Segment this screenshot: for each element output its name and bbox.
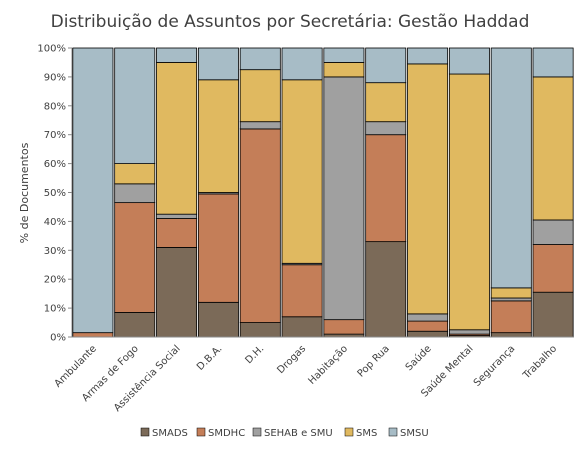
y-tick-label: 80%	[44, 101, 66, 112]
bar-segment	[72, 47, 114, 334]
y-tick-label: 30%	[44, 246, 66, 257]
y-tick-label: 0%	[50, 333, 66, 344]
bar-segment	[156, 213, 198, 219]
x-tick-label: Pop Rua	[356, 343, 392, 379]
legend-label: SMS	[356, 428, 377, 439]
x-tick-label: Drogas	[275, 343, 308, 376]
bar-segment	[407, 47, 449, 65]
y-axis-label: % de Documentos	[18, 142, 31, 243]
legend-label: SMDHC	[208, 428, 245, 439]
bar-segment	[448, 329, 490, 335]
bar-segment	[323, 47, 365, 63]
bar-segment	[281, 79, 323, 264]
y-tick-label: 20%	[44, 275, 66, 286]
bar-segment	[156, 47, 198, 63]
bar-segment	[490, 287, 532, 299]
x-tick-label: Trabalho	[521, 343, 560, 382]
bar-segment	[407, 330, 449, 338]
legend-swatch	[388, 427, 398, 437]
legend-label: SEHAB e SMU	[264, 428, 333, 439]
bar-segment	[156, 247, 198, 338]
bar-segment	[114, 312, 156, 338]
bar-segment	[239, 322, 281, 338]
y-tick-label: 90%	[44, 72, 66, 83]
chart-title: Distribuição de Assuntos por Secretária:…	[51, 12, 530, 32]
bar-segment	[532, 47, 574, 78]
bar-segment	[114, 163, 156, 185]
bar-segment	[323, 62, 365, 78]
bar-segment	[365, 241, 407, 338]
y-tick-label: 70%	[44, 130, 66, 141]
legend-swatch	[140, 427, 150, 437]
bar-segment	[448, 73, 490, 331]
bar-segment	[197, 79, 239, 193]
bar-segment	[114, 202, 156, 313]
bar-segment	[239, 69, 281, 123]
x-tick-label: D.H.	[243, 343, 266, 366]
x-tick-label: Habitação	[306, 343, 350, 387]
bar-segment	[197, 47, 239, 81]
legend-swatch	[196, 427, 206, 437]
bar-segment	[114, 47, 156, 164]
bar-segment	[239, 121, 281, 130]
bar-segment	[72, 332, 114, 338]
bar-segment	[448, 47, 490, 75]
bar-segment	[365, 47, 407, 84]
bar-segment	[407, 63, 449, 315]
bar-segment	[323, 319, 365, 335]
bar-segment	[490, 300, 532, 334]
bar-segment	[532, 291, 574, 338]
bar-segment	[532, 219, 574, 245]
x-tick-label: Ambulante	[53, 343, 99, 389]
bar-segment	[365, 134, 407, 243]
bar-segment	[281, 47, 323, 81]
bar-segment	[239, 47, 281, 71]
bar-segment	[114, 183, 156, 204]
legend-swatch	[344, 427, 354, 437]
bar-segment	[407, 320, 449, 332]
legend: SMADS SMDHC SEHAB e SMU SMS SMSU	[140, 427, 429, 439]
y-tick-label: 60%	[44, 159, 66, 170]
bar-segment	[239, 128, 281, 323]
bar-segment	[365, 121, 407, 136]
bar-segment	[407, 313, 449, 322]
legend-swatch	[252, 427, 262, 437]
bar-segment	[197, 193, 239, 303]
bar-segment	[365, 82, 407, 123]
legend-label: SMADS	[152, 428, 188, 439]
y-tick-label: 100%	[37, 44, 66, 55]
bar-segment	[532, 76, 574, 221]
y-tick-label: 50%	[44, 188, 66, 199]
bar-segment	[490, 332, 532, 338]
bar-segment	[156, 62, 198, 215]
bar-segment	[490, 297, 532, 302]
bar-segment	[323, 76, 365, 321]
bar-segment	[532, 244, 574, 293]
legend-label: SMSU	[400, 428, 429, 439]
y-tick-label: 10%	[44, 304, 66, 315]
bar-segment	[281, 264, 323, 318]
bar-segment	[490, 47, 532, 289]
x-tick-label: D.B.A.	[195, 343, 225, 373]
x-tick-label: Saúde	[403, 343, 434, 374]
bar-segment	[156, 218, 198, 248]
x-tick-label: Segurança	[472, 343, 518, 389]
bar-segment	[197, 301, 239, 338]
bar-segment	[281, 316, 323, 338]
y-tick-label: 40%	[44, 217, 66, 228]
plot-area: 0% 10% 20% 30% 40% 50% 60% 70% 80% 90% 100% Ambulan…	[37, 44, 574, 414]
